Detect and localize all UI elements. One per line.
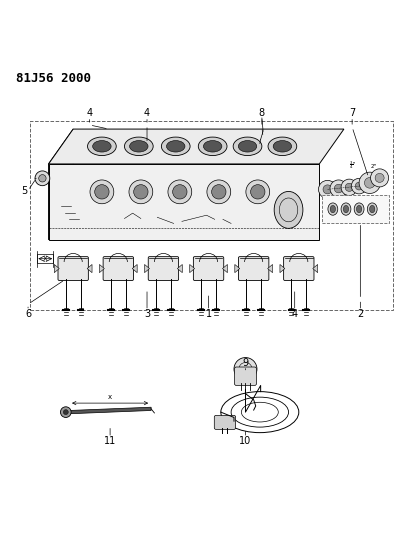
Text: 2: 2: [357, 309, 363, 319]
Bar: [30, 121, 393, 310]
Ellipse shape: [268, 137, 297, 156]
FancyBboxPatch shape: [193, 257, 224, 280]
Ellipse shape: [173, 184, 187, 199]
Ellipse shape: [129, 180, 153, 204]
Ellipse shape: [233, 137, 262, 156]
Circle shape: [323, 185, 332, 194]
Polygon shape: [145, 264, 150, 273]
FancyBboxPatch shape: [214, 415, 236, 430]
Text: 10: 10: [240, 436, 252, 446]
Ellipse shape: [341, 203, 351, 215]
Text: 2": 2": [370, 164, 377, 169]
Ellipse shape: [330, 205, 335, 213]
Ellipse shape: [166, 141, 185, 152]
Ellipse shape: [90, 180, 114, 204]
Text: 8: 8: [259, 108, 265, 118]
FancyBboxPatch shape: [58, 257, 88, 280]
Ellipse shape: [343, 205, 349, 213]
Ellipse shape: [95, 184, 109, 199]
Ellipse shape: [88, 137, 116, 156]
Polygon shape: [313, 264, 318, 273]
Ellipse shape: [328, 203, 338, 215]
Ellipse shape: [124, 137, 153, 156]
Ellipse shape: [211, 184, 226, 199]
Circle shape: [334, 184, 343, 193]
Circle shape: [359, 172, 380, 193]
Ellipse shape: [134, 184, 148, 199]
Text: 6: 6: [25, 309, 31, 319]
Ellipse shape: [251, 184, 265, 199]
Circle shape: [341, 179, 358, 196]
Ellipse shape: [356, 205, 362, 213]
Circle shape: [234, 358, 257, 381]
Ellipse shape: [367, 203, 377, 215]
Ellipse shape: [238, 141, 257, 152]
FancyBboxPatch shape: [148, 257, 178, 280]
Polygon shape: [132, 264, 137, 273]
Polygon shape: [190, 264, 195, 273]
Polygon shape: [49, 164, 319, 240]
Circle shape: [39, 175, 46, 182]
Text: 1: 1: [206, 309, 211, 319]
FancyBboxPatch shape: [103, 257, 133, 280]
Bar: [322, 195, 389, 223]
Circle shape: [63, 410, 68, 415]
Text: 4: 4: [292, 309, 298, 319]
Ellipse shape: [207, 180, 231, 204]
Text: 4: 4: [87, 108, 93, 118]
Ellipse shape: [198, 137, 227, 156]
Circle shape: [375, 173, 384, 182]
Circle shape: [364, 177, 375, 188]
FancyBboxPatch shape: [284, 257, 314, 280]
Text: 9: 9: [242, 358, 249, 368]
Polygon shape: [49, 129, 344, 164]
Text: X: X: [43, 256, 47, 262]
Polygon shape: [268, 264, 273, 273]
Ellipse shape: [204, 141, 222, 152]
Text: 4: 4: [144, 108, 150, 118]
Ellipse shape: [168, 180, 192, 204]
Polygon shape: [235, 264, 240, 273]
Circle shape: [370, 169, 389, 187]
Polygon shape: [177, 264, 182, 273]
Circle shape: [318, 180, 337, 198]
Text: 5: 5: [21, 185, 27, 196]
Circle shape: [355, 182, 363, 190]
Circle shape: [330, 180, 347, 197]
Ellipse shape: [274, 191, 303, 228]
Bar: [38, 254, 53, 263]
FancyBboxPatch shape: [235, 367, 256, 385]
Ellipse shape: [246, 180, 270, 204]
Circle shape: [351, 179, 367, 194]
Ellipse shape: [370, 205, 375, 213]
FancyBboxPatch shape: [238, 257, 269, 280]
Ellipse shape: [93, 141, 111, 152]
Circle shape: [345, 183, 354, 191]
Polygon shape: [280, 264, 285, 273]
Polygon shape: [100, 264, 104, 273]
Ellipse shape: [161, 137, 190, 156]
Ellipse shape: [354, 203, 364, 215]
Ellipse shape: [273, 141, 292, 152]
Polygon shape: [69, 407, 151, 414]
Ellipse shape: [130, 141, 148, 152]
Text: 7: 7: [349, 108, 355, 118]
Text: $\frac{3}{4}$": $\frac{3}{4}$": [349, 159, 356, 171]
Polygon shape: [87, 264, 92, 273]
Circle shape: [35, 171, 50, 185]
Polygon shape: [223, 264, 228, 273]
Polygon shape: [54, 264, 59, 273]
Text: 3: 3: [144, 309, 150, 319]
Circle shape: [60, 407, 71, 417]
Polygon shape: [49, 129, 73, 240]
Text: x: x: [108, 394, 112, 400]
Text: 11: 11: [104, 436, 116, 446]
Text: 81J56 2000: 81J56 2000: [16, 71, 91, 85]
